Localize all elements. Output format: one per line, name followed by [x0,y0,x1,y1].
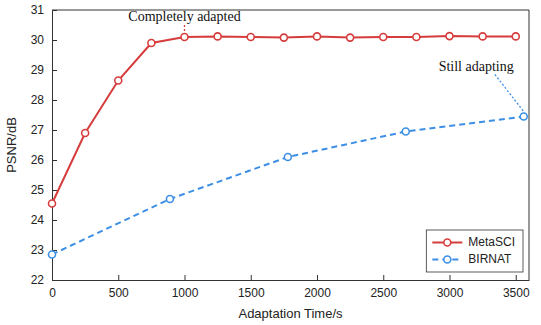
y-axis-title: PSNR/dB [4,117,19,173]
series-marker [520,113,527,120]
plot-frame [52,10,529,280]
y-tick-mark [52,280,57,281]
series-marker [284,154,291,161]
series-marker [49,251,56,258]
y-tick-label: 28 [31,93,45,107]
x-tick-mark [118,275,119,280]
y-tick-label: 31 [31,3,45,17]
y-tick: 25 [31,183,57,197]
x-tick-label: 2500 [370,286,397,300]
legend-label: MetaSCI [468,235,515,249]
y-tick: 27 [31,123,57,137]
annotation-leader [184,25,185,32]
y-tick-mark [52,70,57,71]
series-marker [280,34,287,41]
x-tick-mark [450,275,451,280]
series-line [52,36,516,203]
x-tick-label: 3000 [437,286,464,300]
x-tick: 3000 [437,275,464,300]
x-tick: 2500 [370,275,397,300]
y-tick-label: 23 [31,243,45,257]
y-tick-label: 29 [31,63,45,77]
series-marker [115,77,122,84]
legend: MetaSCI BIRNAT [426,230,523,272]
x-tick-label: 0 [49,286,56,300]
y-axis-line [52,11,53,281]
y-tick-mark [52,160,57,161]
x-axis-line [53,280,530,281]
series-marker [402,128,409,135]
series-marker [479,33,486,40]
x-axis-title: Adaptation Time/s [238,306,343,321]
y-tick: 22 [31,273,57,287]
plot-background [52,10,529,280]
x-tick-mark [516,275,517,280]
series-marker [314,33,321,40]
y-tick: 26 [31,153,57,167]
y-tick-mark [52,40,57,41]
y-tick-mark [52,190,57,191]
series-marker [413,34,420,41]
annotation: Still adapting [439,59,514,74]
annotation: Completely adapted [128,9,240,24]
x-tick-label: 3500 [503,286,530,300]
series-marker [82,130,89,137]
series-marker [247,34,254,41]
x-tick-label: 1500 [238,286,265,300]
legend-box [426,230,523,272]
y-tick: 24 [31,213,57,227]
x-tick-mark [251,275,252,280]
y-tick-mark [52,220,57,221]
y-axis: 22 23 24 25 26 27 28 29 30 31 [31,3,57,287]
y-tick-label: 25 [31,183,45,197]
x-tick: 2000 [304,275,331,300]
series-marker [166,196,173,203]
x-tick-label: 500 [109,286,129,300]
y-tick-mark [52,100,57,101]
series-marker [148,40,155,47]
y-tick: 29 [31,63,57,77]
y-tick-label: 27 [31,123,45,137]
y-tick: 30 [31,33,57,47]
y-tick: 23 [31,243,57,257]
series-marker [181,34,188,41]
y-tick: 28 [31,93,57,107]
x-tick-mark [185,275,186,280]
legend-marker [444,239,451,246]
x-axis: 0 500 1000 1500 2000 2500 3000 3500 [49,275,530,300]
annotations: Completely adapted Still adapting [128,9,523,112]
x-tick: 3500 [503,275,530,300]
legend-marker [444,256,451,263]
series-marker [380,34,387,41]
y-tick-mark [52,130,57,131]
chart: 0 500 1000 1500 2000 2500 3000 3500 22 23 24 25 26 27… [0,0,541,325]
x-tick: 1000 [172,275,199,300]
series-marker [214,33,221,40]
x-tick: 1500 [238,275,265,300]
x-tick-label: 1000 [172,286,199,300]
y-tick-label: 22 [31,273,45,287]
x-tick: 500 [109,275,129,300]
marks [49,33,528,258]
x-tick-mark [383,275,384,280]
series-marker [49,200,56,207]
annotation-leader [495,75,524,112]
y-tick-label: 24 [31,213,45,227]
series-marker [446,33,453,40]
legend-label: BIRNAT [468,252,512,266]
x-tick-label: 2000 [304,286,331,300]
series-marker [512,33,519,40]
series-marker [347,34,354,41]
x-tick-mark [317,275,318,280]
y-tick-label: 30 [31,33,45,47]
y-tick-label: 26 [31,153,45,167]
